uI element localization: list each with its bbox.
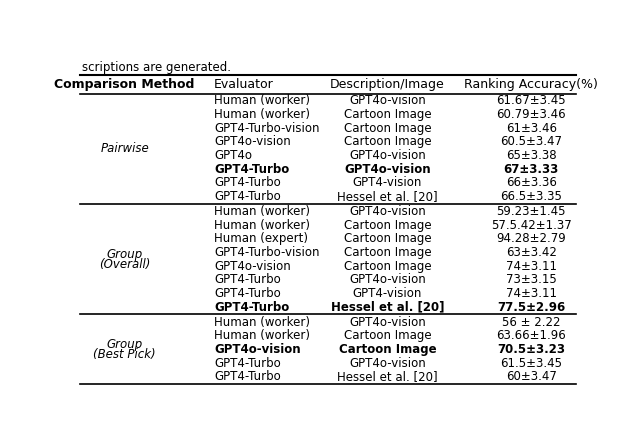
Text: GPT4-Turbo: GPT4-Turbo xyxy=(214,274,281,286)
Text: Ranking Accuracy(%): Ranking Accuracy(%) xyxy=(465,78,598,91)
Text: 65±3.38: 65±3.38 xyxy=(506,149,557,162)
Text: Cartoon Image: Cartoon Image xyxy=(344,108,431,121)
Text: GPT4-vision: GPT4-vision xyxy=(353,176,422,190)
Text: Cartoon Image: Cartoon Image xyxy=(344,232,431,245)
Text: GPT4-Turbo: GPT4-Turbo xyxy=(214,301,289,314)
Text: GPT4o-vision: GPT4o-vision xyxy=(214,135,291,149)
Text: 61.67±3.45: 61.67±3.45 xyxy=(497,94,566,107)
Text: Hessel et al. [20]: Hessel et al. [20] xyxy=(337,370,438,384)
Text: Description/Image: Description/Image xyxy=(330,78,445,91)
Text: 74±3.11: 74±3.11 xyxy=(506,287,557,300)
Text: Cartoon Image: Cartoon Image xyxy=(344,260,431,273)
Text: 77.5±2.96: 77.5±2.96 xyxy=(497,301,566,314)
Text: GPT4o-vision: GPT4o-vision xyxy=(349,274,426,286)
Text: Comparison Method: Comparison Method xyxy=(54,78,195,91)
Text: Pairwise: Pairwise xyxy=(100,142,149,155)
Text: GPT4o-vision: GPT4o-vision xyxy=(349,94,426,107)
Text: GPT4-Turbo-vision: GPT4-Turbo-vision xyxy=(214,122,319,135)
Text: GPT4o-vision: GPT4o-vision xyxy=(349,357,426,370)
Text: Human (worker): Human (worker) xyxy=(214,108,310,121)
Text: Cartoon Image: Cartoon Image xyxy=(344,122,431,135)
Text: GPT4-Turbo-vision: GPT4-Turbo-vision xyxy=(214,246,319,259)
Text: 59.23±1.45: 59.23±1.45 xyxy=(497,205,566,218)
Text: Human (worker): Human (worker) xyxy=(214,219,310,232)
Text: GPT4o-vision: GPT4o-vision xyxy=(349,316,426,328)
Text: 60±3.47: 60±3.47 xyxy=(506,370,557,384)
Text: 66.5±3.35: 66.5±3.35 xyxy=(500,190,563,203)
Text: GPT4-Turbo: GPT4-Turbo xyxy=(214,370,281,384)
Text: 67±3.33: 67±3.33 xyxy=(504,163,559,176)
Text: 57.5.42±1.37: 57.5.42±1.37 xyxy=(491,219,572,232)
Text: 66±3.36: 66±3.36 xyxy=(506,176,557,190)
Text: GPT4o-vision: GPT4o-vision xyxy=(214,260,291,273)
Text: Human (worker): Human (worker) xyxy=(214,94,310,107)
Text: GPT4o-vision: GPT4o-vision xyxy=(344,163,431,176)
Text: Evaluator: Evaluator xyxy=(214,78,274,91)
Text: Cartoon Image: Cartoon Image xyxy=(344,219,431,232)
Text: Human (worker): Human (worker) xyxy=(214,205,310,218)
Text: Cartoon Image: Cartoon Image xyxy=(344,246,431,259)
Text: scriptions are generated.: scriptions are generated. xyxy=(83,61,232,73)
Text: GPT4-Turbo: GPT4-Turbo xyxy=(214,357,281,370)
Text: GPT4o-vision: GPT4o-vision xyxy=(349,149,426,162)
Text: 60.5±3.47: 60.5±3.47 xyxy=(500,135,563,149)
Text: Cartoon Image: Cartoon Image xyxy=(344,329,431,342)
Text: 61.5±3.45: 61.5±3.45 xyxy=(500,357,563,370)
Text: 73±3.15: 73±3.15 xyxy=(506,274,557,286)
Text: GPT4o-vision: GPT4o-vision xyxy=(214,343,301,356)
Text: GPT4-Turbo: GPT4-Turbo xyxy=(214,287,281,300)
Text: 63.66±1.96: 63.66±1.96 xyxy=(497,329,566,342)
Text: 60.79±3.46: 60.79±3.46 xyxy=(497,108,566,121)
Text: 94.28±2.79: 94.28±2.79 xyxy=(497,232,566,245)
Text: Cartoon Image: Cartoon Image xyxy=(339,343,436,356)
Text: GPT4-vision: GPT4-vision xyxy=(353,287,422,300)
Text: Hessel et al. [20]: Hessel et al. [20] xyxy=(337,190,438,203)
Text: Human (worker): Human (worker) xyxy=(214,316,310,328)
Text: GPT4o: GPT4o xyxy=(214,149,252,162)
Text: GPT4-Turbo: GPT4-Turbo xyxy=(214,190,281,203)
Text: 56 ± 2.22: 56 ± 2.22 xyxy=(502,316,561,328)
Text: Human (expert): Human (expert) xyxy=(214,232,308,245)
Text: Hessel et al. [20]: Hessel et al. [20] xyxy=(331,301,444,314)
Text: GPT4o-vision: GPT4o-vision xyxy=(349,205,426,218)
Text: Group: Group xyxy=(106,338,143,351)
Text: GPT4-Turbo: GPT4-Turbo xyxy=(214,176,281,190)
Text: 74±3.11: 74±3.11 xyxy=(506,260,557,273)
Text: 63±3.42: 63±3.42 xyxy=(506,246,557,259)
Text: 61±3.46: 61±3.46 xyxy=(506,122,557,135)
Text: Group: Group xyxy=(106,248,143,261)
Text: GPT4-Turbo: GPT4-Turbo xyxy=(214,163,289,176)
Text: Human (worker): Human (worker) xyxy=(214,329,310,342)
Text: (Best Pick): (Best Pick) xyxy=(93,348,156,361)
Text: Cartoon Image: Cartoon Image xyxy=(344,135,431,149)
Text: (Overall): (Overall) xyxy=(99,258,150,271)
Text: 70.5±3.23: 70.5±3.23 xyxy=(497,343,565,356)
